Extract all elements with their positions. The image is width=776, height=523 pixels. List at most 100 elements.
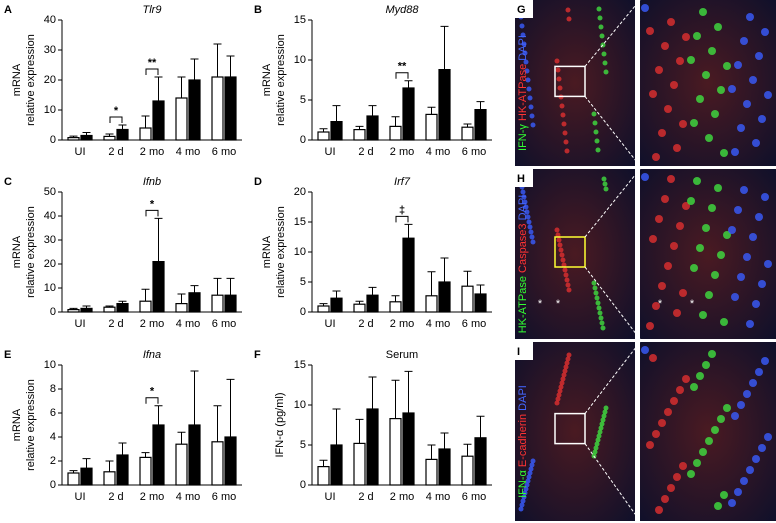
cell	[562, 368, 568, 374]
error-bar	[69, 135, 78, 138]
x-tick-label: 6 mo	[212, 491, 236, 503]
y-axis-label: mRNA	[11, 63, 23, 96]
bar	[474, 108, 487, 141]
panel-letter-bg	[515, 169, 533, 187]
cell	[746, 13, 754, 21]
bar	[116, 303, 129, 313]
y-tick-label: 20	[294, 186, 306, 198]
cell	[527, 95, 533, 101]
error-bar	[82, 458, 91, 469]
cell	[646, 441, 654, 449]
micrograph	[515, 169, 635, 339]
error-bar	[319, 128, 328, 132]
x-tick-label: 6 mo	[462, 491, 486, 503]
cell	[602, 181, 608, 187]
bar	[438, 68, 451, 141]
panel-letter: G	[517, 4, 526, 16]
bar	[366, 294, 379, 313]
cell	[711, 110, 719, 118]
cell	[740, 477, 748, 485]
cell	[595, 147, 601, 153]
y-tick-label: 0	[50, 306, 56, 318]
error-bar	[427, 271, 436, 296]
cell	[740, 37, 748, 45]
cell	[592, 120, 598, 126]
y-tick-label: 20	[44, 74, 56, 86]
y-axis-label: mRNA	[11, 408, 23, 441]
cell	[523, 486, 529, 492]
significance-label: *	[150, 198, 155, 210]
y-tick-label: 15	[294, 216, 306, 228]
cell	[752, 300, 760, 308]
bar	[103, 135, 116, 141]
y-tick-label: 10	[294, 399, 306, 411]
error-bar	[355, 300, 364, 305]
stain-name: IFN-γ	[517, 121, 529, 151]
significance-label: *	[114, 105, 119, 117]
cell	[731, 412, 739, 420]
inset-box	[554, 412, 586, 445]
zoom-line	[584, 266, 641, 340]
image-mark: *	[690, 298, 695, 310]
cell	[711, 426, 719, 434]
cell	[728, 499, 736, 507]
cell	[708, 350, 716, 358]
cell	[563, 139, 569, 145]
cell	[527, 224, 533, 230]
cell	[561, 121, 567, 127]
cell	[556, 237, 562, 243]
cell	[523, 59, 529, 65]
error-bar	[141, 115, 150, 128]
cell	[559, 103, 565, 109]
error-bar	[476, 101, 485, 110]
bar	[402, 87, 415, 141]
bar	[152, 424, 165, 486]
error-bar	[355, 125, 364, 130]
y-tick-label: 20	[44, 258, 56, 270]
cell	[655, 66, 663, 74]
significance-bracket	[145, 209, 159, 217]
cell	[758, 115, 766, 123]
bar	[67, 309, 80, 313]
cell	[603, 405, 609, 411]
x-tick-label: 6 mo	[212, 318, 236, 330]
cell	[528, 466, 534, 472]
significance-label: ‡	[399, 204, 405, 216]
cell	[679, 289, 687, 297]
cell	[670, 81, 678, 89]
panel-letter: B	[254, 4, 262, 16]
cell	[523, 204, 529, 210]
cell	[646, 27, 654, 35]
cell	[530, 122, 536, 128]
cell	[599, 320, 605, 326]
cell	[564, 148, 570, 154]
y-axis-label: relative expression	[275, 34, 287, 126]
error-bar	[118, 124, 127, 130]
cell	[731, 148, 739, 156]
cell	[720, 149, 728, 157]
bar	[461, 126, 474, 141]
y-tick-label: 15	[294, 359, 306, 371]
cell	[705, 134, 713, 142]
cell	[529, 113, 535, 119]
micrograph-zoom	[640, 169, 776, 339]
cell	[717, 86, 725, 94]
cell	[714, 23, 722, 31]
cell	[522, 199, 528, 205]
cell	[596, 305, 602, 311]
x-tick-label: 2 d	[108, 146, 123, 158]
y-axis-label: mRNA	[261, 235, 273, 268]
inset-box	[554, 65, 586, 98]
cell	[555, 396, 561, 402]
bar	[353, 442, 366, 486]
bar	[188, 292, 201, 313]
y-tick-label: 0	[300, 306, 306, 318]
cell	[728, 85, 736, 93]
cell	[522, 50, 528, 56]
cell	[526, 474, 532, 480]
bar	[366, 408, 379, 486]
x-tick-label: UI	[75, 491, 86, 503]
error-bar	[427, 444, 436, 460]
bar	[175, 97, 188, 141]
cell	[655, 215, 663, 223]
